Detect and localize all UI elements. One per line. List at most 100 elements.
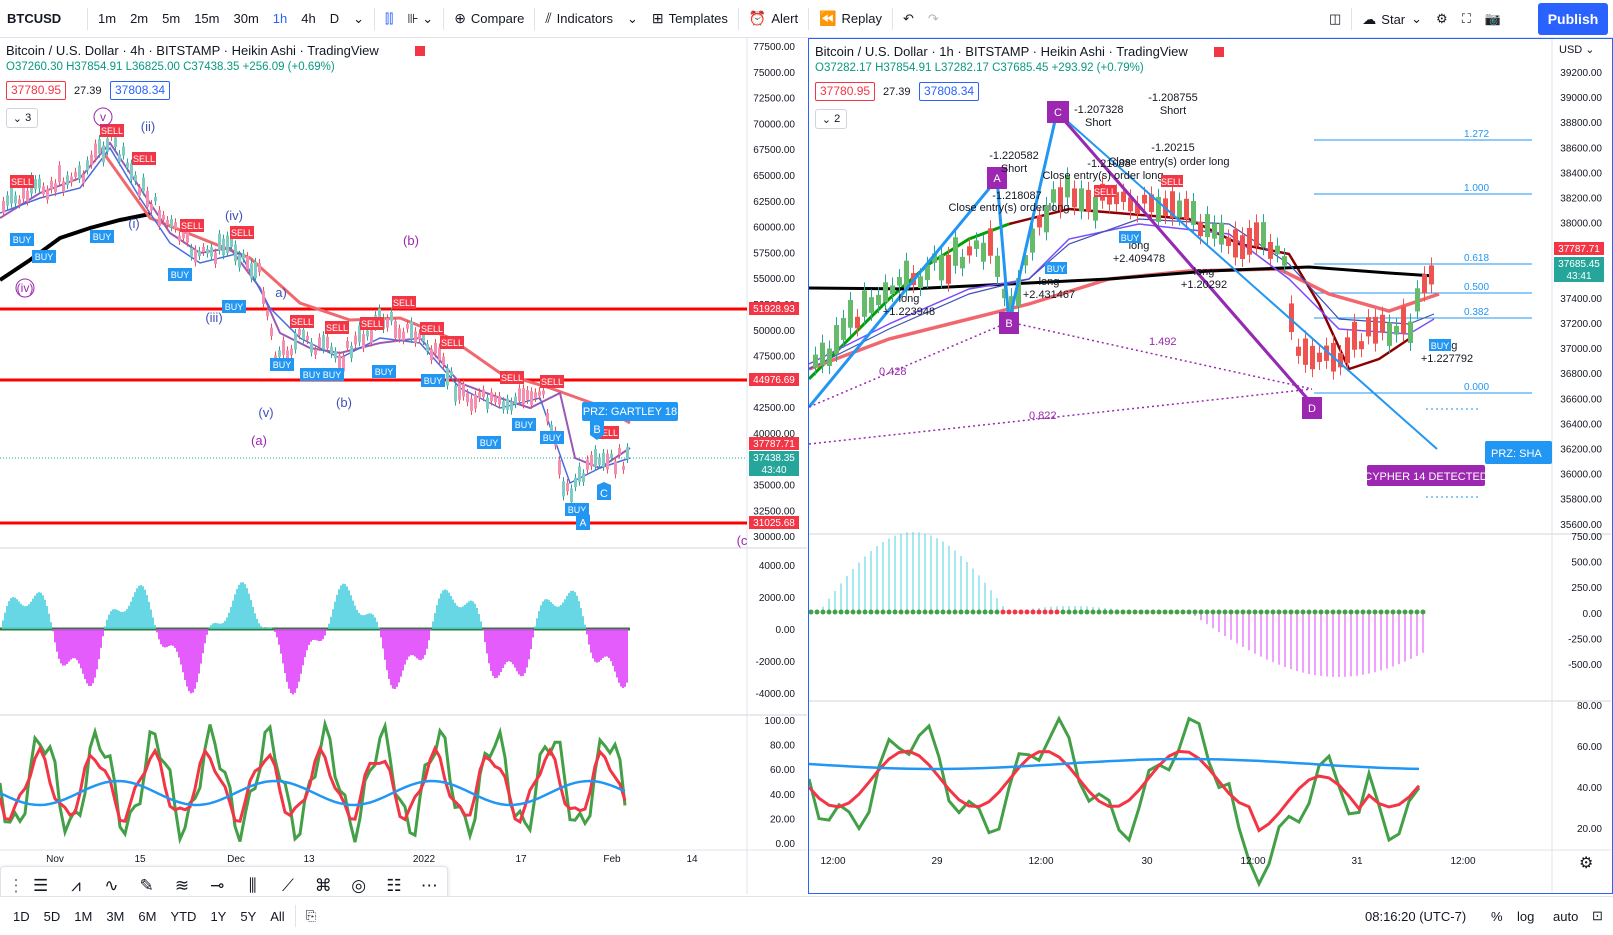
layout-icon[interactable]: ◫ [1329,11,1342,26]
range-1m[interactable]: 1M [74,908,93,924]
histogram-bar [558,606,560,629]
point-a-label: A [993,173,1001,185]
currency-selector[interactable]: USD ⌄ [1559,43,1595,56]
candle-body [827,348,832,366]
range-all[interactable]: All [270,908,285,924]
bar-style-icon[interactable]: ⫿⫿ [385,10,394,26]
candle-body [1198,221,1203,237]
right-price-axis[interactable]: 39200.00 39000.00 38800.00 38600.00 38400.00… [1560,68,1602,531]
price-tag-label: 37438.35 [753,453,795,464]
range-ytd[interactable]: YTD [170,908,197,924]
point-c-label: C [1054,107,1062,119]
candle-body [534,392,537,398]
interval-15m[interactable]: 15m [194,11,220,26]
rsi-green-line [0,718,627,845]
replay-button[interactable]: ⏪ Replay [812,0,889,38]
right-indicators-collapse[interactable]: ⌄ 2 [815,109,847,129]
left-time-axis[interactable]: Nov 15 Dec 13 2022 17 Feb 14 [46,854,698,865]
candle-body [94,143,97,158]
templates-button[interactable]: ⊞ Templates [645,0,735,38]
right-bid-box[interactable]: 37780.95 [815,82,876,101]
right-chart-canvas[interactable]: 1.272 1.000 0.618 0.500 0.382 0.000 A B C D 0… [809,39,1611,892]
rsi-blue-line [809,757,1420,771]
candle-body [1415,288,1420,312]
histogram-dot [1162,609,1168,615]
interval-2m[interactable]: 2m [130,11,149,26]
histogram-bar [446,590,448,629]
symbol-search[interactable]: BTCUSD [7,11,62,26]
settings-gear-icon[interactable]: ⚙ [1436,11,1448,26]
auto-toggle[interactable]: auto [1553,908,1579,924]
fib-spiral-icon[interactable]: ◎ [351,876,367,895]
candle-type-icon[interactable]: ⊪ ⌄ [407,10,434,26]
range-5y[interactable]: 5Y [240,908,257,924]
pattern-xabcd-icon[interactable]: ⩘ [71,876,81,895]
histogram-bar [500,629,502,672]
right-chart-panel[interactable]: 1.272 1.000 0.618 0.500 0.382 0.000 A B C D 0… [808,38,1613,894]
candle-body [1086,189,1091,212]
drag-handle-icon[interactable]: ⋮ [7,876,25,895]
forecast-icon[interactable]: ⋯ [420,876,438,895]
range-5d[interactable]: 5D [43,908,61,924]
camera-icon[interactable]: 📷 [1484,11,1501,26]
log-toggle[interactable]: log [1517,908,1535,924]
buy-badge [1119,231,1141,243]
buy-badge-label: BUY [225,302,244,312]
candle-body [186,227,189,243]
bars-pattern-icon[interactable]: ⫼ [248,876,257,895]
left-chart-panel[interactable]: 77500.00 75000.00 72500.00 70000.00 67500.00… [0,38,807,906]
price-tick-label: 32500.00 [753,506,795,517]
fit-icon[interactable]: ⊡ [1592,908,1603,923]
left-ask-box[interactable]: 37808.34 [110,81,171,100]
price-tick-label: 60000.00 [753,223,795,234]
date-range-icon[interactable]: ⎘ [305,908,317,923]
histogram-bar [586,629,588,635]
fullscreen-icon[interactable]: ⛶ [1461,11,1471,26]
redo-icon[interactable]: ↷ [927,10,939,26]
compare-button[interactable]: ⊕ Compare [447,0,531,38]
clock-time[interactable]: 08:16:20 (UTC-7) [1365,908,1467,924]
interval-1h[interactable]: 1h [272,11,288,26]
histogram-bar [356,609,358,629]
candle-body [306,335,309,341]
interval-30m[interactable]: 30m [233,11,259,26]
histogram-bar [556,606,558,629]
interval-1m[interactable]: 1m [98,11,117,26]
candle-body [486,397,489,410]
range-1d[interactable]: 1D [13,908,30,924]
elliott-wave-icon[interactable]: ∿ [104,876,119,895]
indicators-button[interactable]: ⫽ Indicators [538,0,620,38]
interval-d[interactable]: D [329,11,340,26]
indicators-chevron-icon[interactable]: ⌄ [627,10,638,26]
interval-4h[interactable]: 4h [301,11,316,26]
range-6m[interactable]: 6M [138,908,157,924]
right-ask-box[interactable]: 37808.34 [919,82,980,101]
cypher-pattern-lines[interactable] [809,108,1314,408]
range-1y[interactable]: 1Y [210,908,227,924]
network-icon[interactable]: ⌘ [314,876,332,895]
brush-icon[interactable]: ✎ [139,876,154,895]
cursor-cross-icon[interactable]: ☰ [33,876,49,895]
histogram-bar [170,629,172,646]
interval-dropdown-chevron-icon[interactable]: ⌄ [353,10,365,26]
fib-icon[interactable]: ≋ [174,876,190,895]
chart-settings-gear-icon[interactable]: ⚙ [1579,855,1594,872]
left-chart-canvas[interactable]: 77500.00 75000.00 72500.00 70000.00 67500.00… [0,38,807,894]
sell-badge-label: SELL [101,126,123,136]
buy-badge [300,368,324,381]
candle-body [2,200,5,213]
trend-line-icon[interactable]: ⟋ [282,876,294,895]
right-time-axis[interactable]: 12:00 29 12:00 30 12:00 31 12:00 [820,856,1475,867]
range-3m[interactable]: 3M [106,908,125,924]
undo-icon[interactable]: ↶ [902,10,914,26]
position-icon[interactable]: ☷ [386,876,402,895]
publish-button[interactable]: Publish [1538,3,1608,35]
left-indicators-collapse[interactable]: ⌄ 3 [6,108,38,128]
star-button[interactable]: ☁ Star ⌄ [1355,0,1429,38]
percent-toggle[interactable]: % [1491,908,1503,924]
horizontal-line-icon[interactable]: ⊸ [210,876,225,895]
interval-5m[interactable]: 5m [162,11,181,26]
alert-button[interactable]: ⏰ Alert [742,0,805,38]
left-bid-box[interactable]: 37780.95 [6,81,67,100]
histogram-bar [120,611,122,629]
